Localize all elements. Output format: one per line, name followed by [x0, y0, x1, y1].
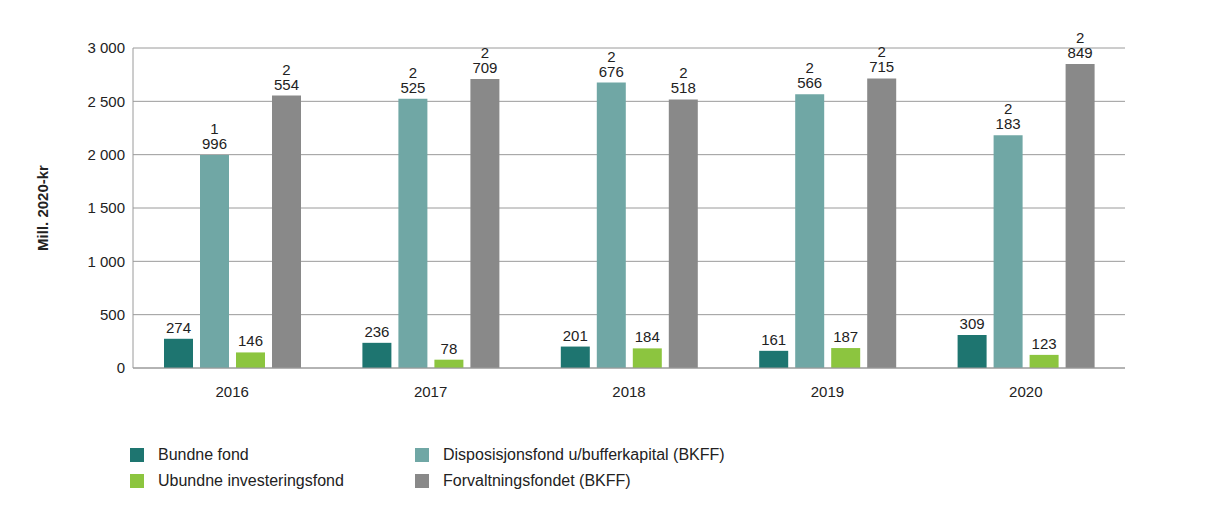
- svg-text:1 500: 1 500: [87, 199, 125, 216]
- svg-text:2 500: 2 500: [87, 93, 125, 110]
- svg-text:2554: 2554: [274, 61, 299, 93]
- svg-text:2183: 2183: [996, 100, 1021, 132]
- html-text:Bundne fond: Bundne fond: [158, 446, 249, 463]
- svg-text:146: 146: [238, 332, 263, 349]
- svg-text:1 000: 1 000: [87, 253, 125, 270]
- svg-text:1996: 1996: [202, 120, 227, 152]
- svg-text:2020: 2020: [1009, 383, 1042, 400]
- html-text:Forvaltningsfondet (BKFF): Forvaltningsfondet (BKFF): [443, 472, 631, 489]
- svg-text:184: 184: [635, 328, 660, 345]
- svg-text:2018: 2018: [612, 383, 645, 400]
- svg-text:2676: 2676: [599, 48, 624, 80]
- svg-text:3 000: 3 000: [87, 39, 125, 56]
- svg-text:2566: 2566: [797, 59, 822, 91]
- svg-text:2 000: 2 000: [87, 146, 125, 163]
- svg-text:2019: 2019: [811, 383, 844, 400]
- svg-text:2715: 2715: [869, 43, 894, 75]
- svg-text:2709: 2709: [472, 44, 497, 76]
- html-text:Disposisjonsfond u/bufferkapit: Disposisjonsfond u/bufferkapital (BKFF): [443, 446, 725, 463]
- html-text:Ubundne investeringsfond: Ubundne investeringsfond: [158, 472, 344, 489]
- svg-text:187: 187: [833, 328, 858, 345]
- svg-text:201: 201: [563, 327, 588, 344]
- svg-text:2849: 2849: [1068, 29, 1093, 61]
- svg-text:2016: 2016: [216, 383, 249, 400]
- svg-text:274: 274: [166, 319, 191, 336]
- svg-text:2518: 2518: [671, 64, 696, 96]
- svg-text:0: 0: [117, 359, 125, 376]
- svg-text:161: 161: [761, 331, 786, 348]
- svg-text:78: 78: [441, 340, 458, 357]
- svg-text:2017: 2017: [414, 383, 447, 400]
- svg-text:236: 236: [364, 323, 389, 340]
- svg-text:Mill. 2020-kr: Mill. 2020-kr: [34, 165, 51, 251]
- svg-text:309: 309: [960, 315, 985, 332]
- svg-text:123: 123: [1032, 335, 1057, 352]
- svg-text:2525: 2525: [400, 64, 425, 96]
- svg-text:500: 500: [100, 306, 125, 323]
